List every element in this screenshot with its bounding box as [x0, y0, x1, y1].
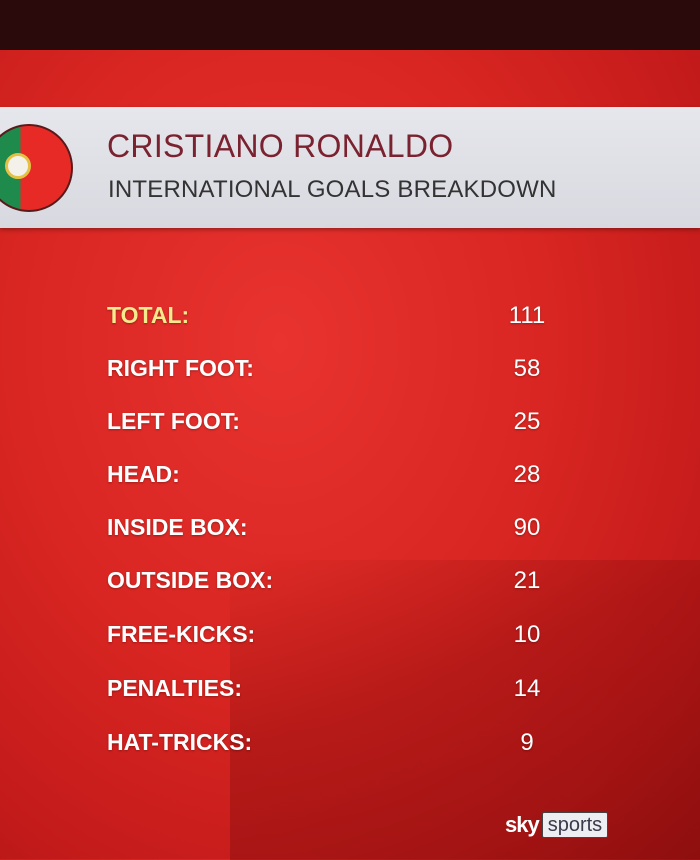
- stat-row: LEFT FOOT: 25: [107, 408, 577, 438]
- stat-value: 111: [508, 302, 546, 329]
- player-name: CRISTIANO RONALDO: [107, 128, 454, 164]
- stat-value: 21: [513, 567, 541, 594]
- portugal-flag-icon: [0, 124, 73, 212]
- logo-sky: sky: [505, 812, 540, 837]
- stat-value: 58: [513, 355, 541, 382]
- stat-value: 28: [513, 461, 541, 488]
- header-banner: [0, 107, 700, 228]
- stadium-background: [230, 560, 700, 860]
- stat-row: FREE-KICKS: 10: [107, 621, 577, 651]
- stat-value: 9: [520, 729, 534, 756]
- stat-label: TOTAL:: [107, 302, 190, 328]
- stat-label: INSIDE BOX:: [107, 514, 248, 540]
- stat-value: 90: [513, 514, 541, 541]
- stat-value: 10: [513, 621, 541, 648]
- stat-row: OUTSIDE BOX: 21: [107, 567, 577, 597]
- stat-row: PENALTIES: 14: [107, 675, 577, 705]
- stat-label: FREE-KICKS:: [107, 621, 256, 647]
- stat-row: INSIDE BOX: 90: [107, 514, 577, 544]
- stat-label: OUTSIDE BOX:: [107, 567, 274, 593]
- stat-label: LEFT FOOT:: [107, 408, 240, 434]
- stat-label: PENALTIES:: [107, 675, 243, 701]
- stat-row: RIGHT FOOT: 58: [107, 355, 577, 385]
- stat-value: 25: [513, 408, 541, 435]
- stat-row: HAT-TRICKS: 9: [107, 729, 577, 759]
- crest-icon: [5, 153, 31, 179]
- stat-row: TOTAL: 111: [107, 302, 577, 332]
- stat-label: HAT-TRICKS:: [107, 729, 253, 755]
- logo-sports: sports: [541, 812, 609, 838]
- stat-value: 14: [513, 675, 541, 702]
- stat-label: HEAD:: [107, 461, 180, 487]
- screen-top-border: [0, 0, 700, 50]
- stat-label: RIGHT FOOT:: [107, 355, 254, 381]
- stat-row: HEAD: 28: [107, 461, 577, 491]
- sky-sports-logo: sky sports: [505, 811, 609, 839]
- graphic-subtitle: INTERNATIONAL GOALS BREAKDOWN: [108, 176, 557, 203]
